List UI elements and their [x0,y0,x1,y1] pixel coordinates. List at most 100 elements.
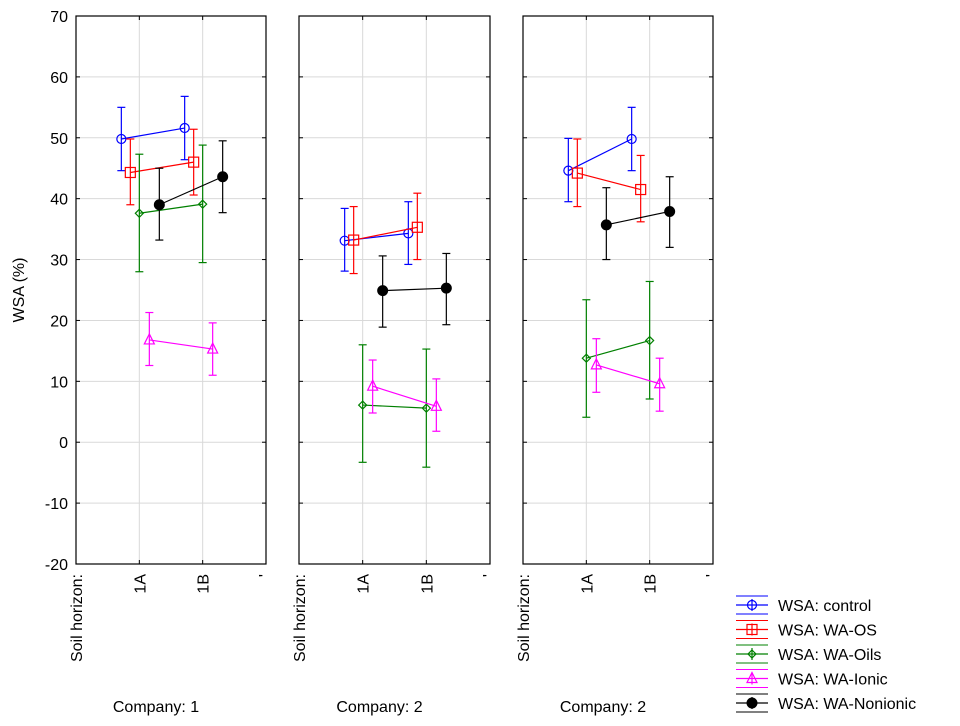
legend-label: WSA: WA-Oils [778,647,881,664]
series-line [149,339,213,350]
series-group [357,344,432,468]
x-tick-label: 1B [196,574,213,594]
legend: WSA: control WSA: WA-OS WSA: WA-Oils WSA: W… [736,595,916,713]
x-trailing-tick-label: ' [704,574,721,577]
data-point-square [635,183,647,196]
legend-label: WSA: WA-Nonionic [778,696,916,713]
legend-item: WSA: WA-Ionic [736,669,888,689]
series-group [600,176,676,261]
y-tick-label: 10 [50,374,68,391]
series-line [130,161,194,174]
y-tick-label: 50 [50,131,68,148]
series-group [563,106,637,203]
series-line [606,210,670,226]
data-point-triangle [430,398,443,411]
legend-label: WSA: WA-OS [778,623,877,640]
data-point-triangle [206,341,219,354]
y-tick-label: 40 [50,192,68,209]
data-point-triangle [366,378,379,391]
x-tick-label: 1B [643,574,660,594]
panel-title: Company: 2 [560,699,646,716]
data-point-circle [179,122,190,134]
data-point-square [411,221,423,233]
series-line [362,404,427,409]
data-point-square [124,166,136,179]
series-group [134,144,208,273]
data-point-diamond [644,335,655,346]
series-group [153,140,229,241]
data-point-triangle [143,332,156,345]
series-group [339,201,414,272]
series-line [382,287,447,292]
data-point-square [348,234,360,246]
series-group [377,252,452,328]
x-factor-label: Soil horizon: [516,574,533,662]
x-tick-label: 1B [419,574,436,594]
y-tick-label: 70 [50,9,68,26]
series-group [366,359,443,432]
data-point-filled-circle [600,219,612,231]
x-tick-label: 1A [356,574,373,594]
data-point-filled-circle [153,199,165,211]
x-factor-label: Soil horizon: [69,574,86,662]
data-point-circle [626,133,637,145]
y-tick-label: 0 [59,435,68,452]
legend-marker-square [746,623,758,636]
data-point-diamond [581,353,592,364]
x-trailing-tick-label: ' [481,574,498,577]
data-point-filled-circle [440,282,452,294]
series-group [348,192,423,275]
y-tick-label: 20 [50,313,68,330]
data-point-diamond [357,400,368,410]
panel-frame [522,15,714,565]
y-axis-title: WSA (%) [11,258,28,323]
series-group [143,311,219,376]
y-tick-label: -20 [45,557,68,574]
series-group [581,280,655,418]
series-line [372,385,437,407]
series-group [571,138,647,223]
panel-frame [75,15,267,565]
data-point-diamond [197,199,208,209]
series-line [159,176,223,206]
series-line [139,203,203,214]
panel-frame [298,15,491,565]
data-point-triangle [590,357,603,370]
legend-marker-circle [746,599,758,611]
data-point-filled-circle [217,171,229,183]
legend-item: WSA: WA-OS [736,620,877,640]
y-tick-label: 60 [50,70,68,87]
data-point-filled-circle [664,205,676,217]
y-tick-label: -10 [45,496,68,513]
series-group [590,338,666,412]
y-tick-label: 30 [50,253,68,270]
panel-title: Company: 1 [113,699,199,716]
legend-item: WSA: WA-Oils [736,644,881,664]
data-point-filled-circle [377,285,389,297]
data-point-square [188,156,200,168]
legend-item: WSA: control [736,595,871,615]
legend-label: WSA: control [778,598,871,615]
legend-label: WSA: WA-Ionic [778,672,888,689]
legend-marker-filled-circle [746,697,758,709]
axes-layer [75,15,714,565]
x-trailing-tick-label: ' [257,574,274,577]
series-line [121,127,185,140]
data-point-diamond [421,403,432,413]
series-line [353,226,418,241]
series-line [568,138,632,172]
series-line [596,364,660,385]
data-point-triangle [653,376,666,389]
grid-layer [76,16,713,564]
data-layer [116,95,676,468]
x-factor-label: Soil horizon: [292,574,309,662]
data-point-diamond [134,208,145,219]
x-tick-label: 1A [579,574,596,594]
panel-title: Company: 2 [336,699,422,716]
data-point-square [571,167,583,179]
series-group [116,95,190,172]
legend-marker-triangle [746,671,758,684]
series-line [577,172,641,191]
